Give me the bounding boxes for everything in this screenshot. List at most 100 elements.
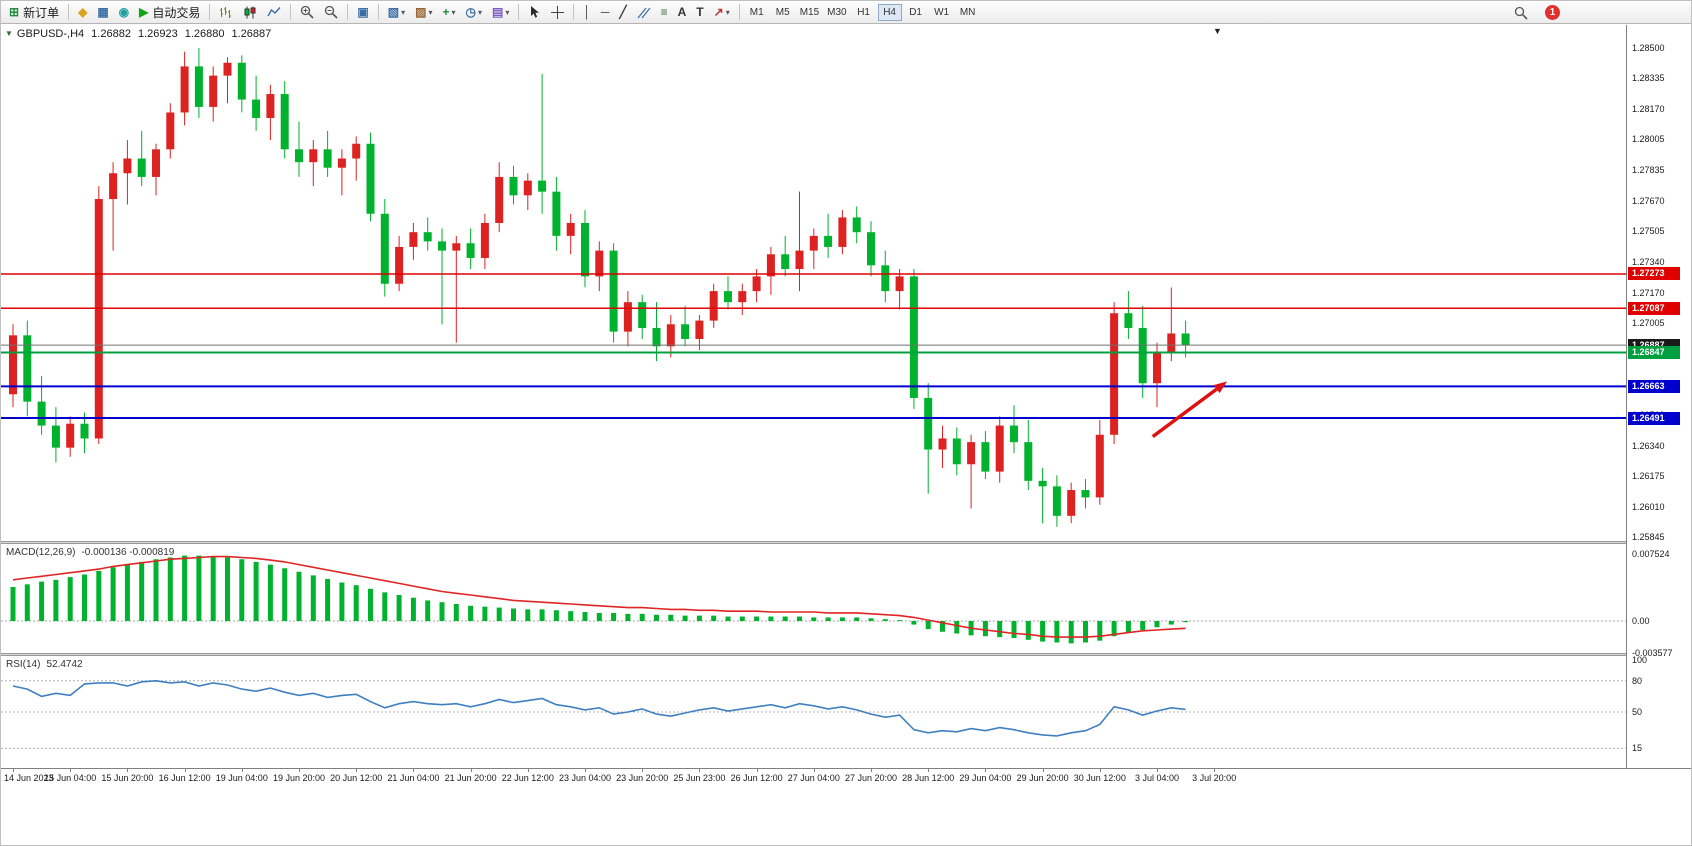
candle-body [266, 94, 275, 118]
candle-down [924, 383, 933, 494]
timeframe-button-h4[interactable]: H4 [877, 3, 902, 21]
pane-separator[interactable] [1, 653, 1626, 656]
time-axis-tick [1157, 769, 1158, 772]
price-axis-tick: 1.28335 [1632, 73, 1665, 84]
macd-name: MACD(12,26,9) [6, 547, 76, 558]
profiles-button[interactable]: ▨ ▾ [411, 3, 436, 22]
search-button[interactable] [1510, 3, 1532, 22]
text-icon: A [677, 5, 687, 19]
timeframe-button-m15[interactable]: M15 [799, 6, 820, 18]
rsi-pane[interactable] [1, 656, 1626, 768]
market-watch-button[interactable]: ▦ [93, 3, 112, 22]
candle-down [80, 412, 89, 454]
text-button[interactable]: A [674, 3, 691, 22]
timeframe-button-d1[interactable]: D1 [909, 6, 922, 18]
candle-up [409, 222, 418, 260]
indicators-button[interactable]: + ▾ [438, 3, 459, 22]
timeframe-button-mn[interactable]: MN [959, 6, 976, 18]
candle-up [180, 51, 189, 126]
chart-window[interactable]: ▼ GBPUSD-,H4 1.26882 1.26923 1.26880 1.26887 … [1, 25, 1691, 845]
macd-pane[interactable] [1, 544, 1626, 653]
one-click-trading-toggle[interactable]: ▼ [5, 29, 13, 38]
time-axis-tick [1214, 769, 1216, 772]
time-axis-tick [184, 769, 186, 772]
candle-body [938, 438, 947, 450]
price-axis[interactable]: 1.28500 1.28335 1.28170 1.28005 1.27835 1.276… [1626, 25, 1691, 768]
toolbar-separator [738, 4, 740, 20]
candle-body [1024, 442, 1033, 481]
line-chart-button[interactable] [263, 3, 285, 22]
autotrading-icon: ▶ [139, 5, 149, 19]
candle-body [452, 243, 461, 251]
candle-body [152, 149, 160, 177]
time-axis-label: 23 Jun 04:00 [558, 773, 612, 783]
candle-body [538, 180, 547, 192]
macd-axis-tick: 0.007524 [1632, 548, 1670, 559]
chart-open-value: 1.26882 [91, 28, 131, 40]
time-axis[interactable]: 14 Jun 2023 15 Jun 04:00 15 Jun 20:00 16 Ju… [1, 768, 1691, 788]
timeframe-button-m5[interactable]: M5 [775, 6, 790, 18]
timeframe-button-w1[interactable]: W1 [934, 6, 950, 18]
time-axis-label: 26 Jun 12:00 [730, 773, 783, 783]
candle-up [695, 315, 704, 351]
bar-chart-icon [219, 6, 233, 19]
text-label-button[interactable]: T [692, 3, 707, 22]
toolbar-separator [573, 4, 575, 20]
candle-body [480, 222, 489, 258]
horizontal-line-icon: ─ [600, 5, 610, 19]
templates-button[interactable]: ▤ ▾ [488, 3, 513, 22]
candle-body [366, 143, 375, 214]
arrows-button[interactable]: ↗ ▾ [710, 3, 734, 22]
candle-up [1095, 420, 1104, 505]
crosshair-icon [551, 5, 565, 19]
candle-up [395, 235, 404, 292]
pane-separator[interactable] [1, 541, 1626, 544]
trend-arrow-shaft [1151, 387, 1218, 439]
price-chart-pane[interactable] [1, 25, 1626, 541]
candle-body [552, 191, 561, 236]
autotrading-button[interactable]: ▶ 自动交易 [135, 3, 204, 22]
arrows-icon: ↗ [713, 5, 724, 19]
time-axis-label: 25 Jun 23:00 [673, 773, 726, 783]
periods-icon: ◷ [465, 5, 476, 19]
vertical-line-button[interactable]: │ [579, 3, 595, 22]
bar-chart-button[interactable] [215, 3, 237, 22]
zoom-in-button[interactable] [296, 3, 318, 22]
price-axis-tick: 1.28005 [1632, 134, 1665, 145]
templates-icon: ▤ [491, 5, 504, 19]
trendline-button[interactable]: ╱ [615, 3, 630, 22]
tile-windows-button[interactable]: ▣ [353, 3, 372, 22]
notification-badge[interactable]: 1 [1545, 5, 1560, 20]
dropdown-caret-icon: ▾ [428, 7, 433, 17]
crosshair-button[interactable] [547, 3, 568, 22]
time-axis-tick [585, 769, 586, 772]
horizontal-line-button[interactable]: ─ [597, 3, 614, 22]
candle-down [323, 130, 332, 177]
candle-up [266, 84, 275, 141]
dropdown-caret-icon: ▾ [477, 7, 482, 17]
candle-down [1081, 478, 1090, 509]
timeframe-button-h1[interactable]: H1 [857, 6, 870, 18]
fibonacci-button[interactable]: ≡ [657, 3, 672, 22]
candle-body [952, 438, 961, 465]
chart-shift-marker-icon[interactable]: ▼ [1213, 26, 1222, 36]
time-axis-label: 22 Jun 12:00 [501, 773, 554, 783]
new-order-button[interactable]: ⊞ 新订单 [5, 3, 63, 22]
cursor-button[interactable] [524, 3, 545, 22]
timeframe-button-m1[interactable]: M1 [749, 6, 764, 18]
equidistant-channel-button[interactable] [633, 3, 655, 22]
new-chart-button[interactable]: ▧ ▾ [384, 3, 409, 22]
candlestick-chart-button[interactable] [239, 3, 261, 22]
candle-up [66, 416, 75, 457]
metaeditor-button[interactable]: ◆ [74, 3, 91, 22]
trend-arrow-head [1213, 381, 1228, 394]
timeframe-button-m30[interactable]: M30 [827, 6, 847, 18]
mql5-community-button[interactable]: ◉ [115, 3, 133, 22]
time-axis-label: 27 Jun 20:00 [844, 773, 898, 783]
price-axis-tick: 1.27670 [1632, 195, 1665, 206]
candle-body [166, 112, 175, 150]
candle-body [1010, 425, 1018, 443]
zoom-out-button[interactable] [320, 3, 342, 22]
periods-button[interactable]: ◷ ▾ [461, 3, 486, 22]
